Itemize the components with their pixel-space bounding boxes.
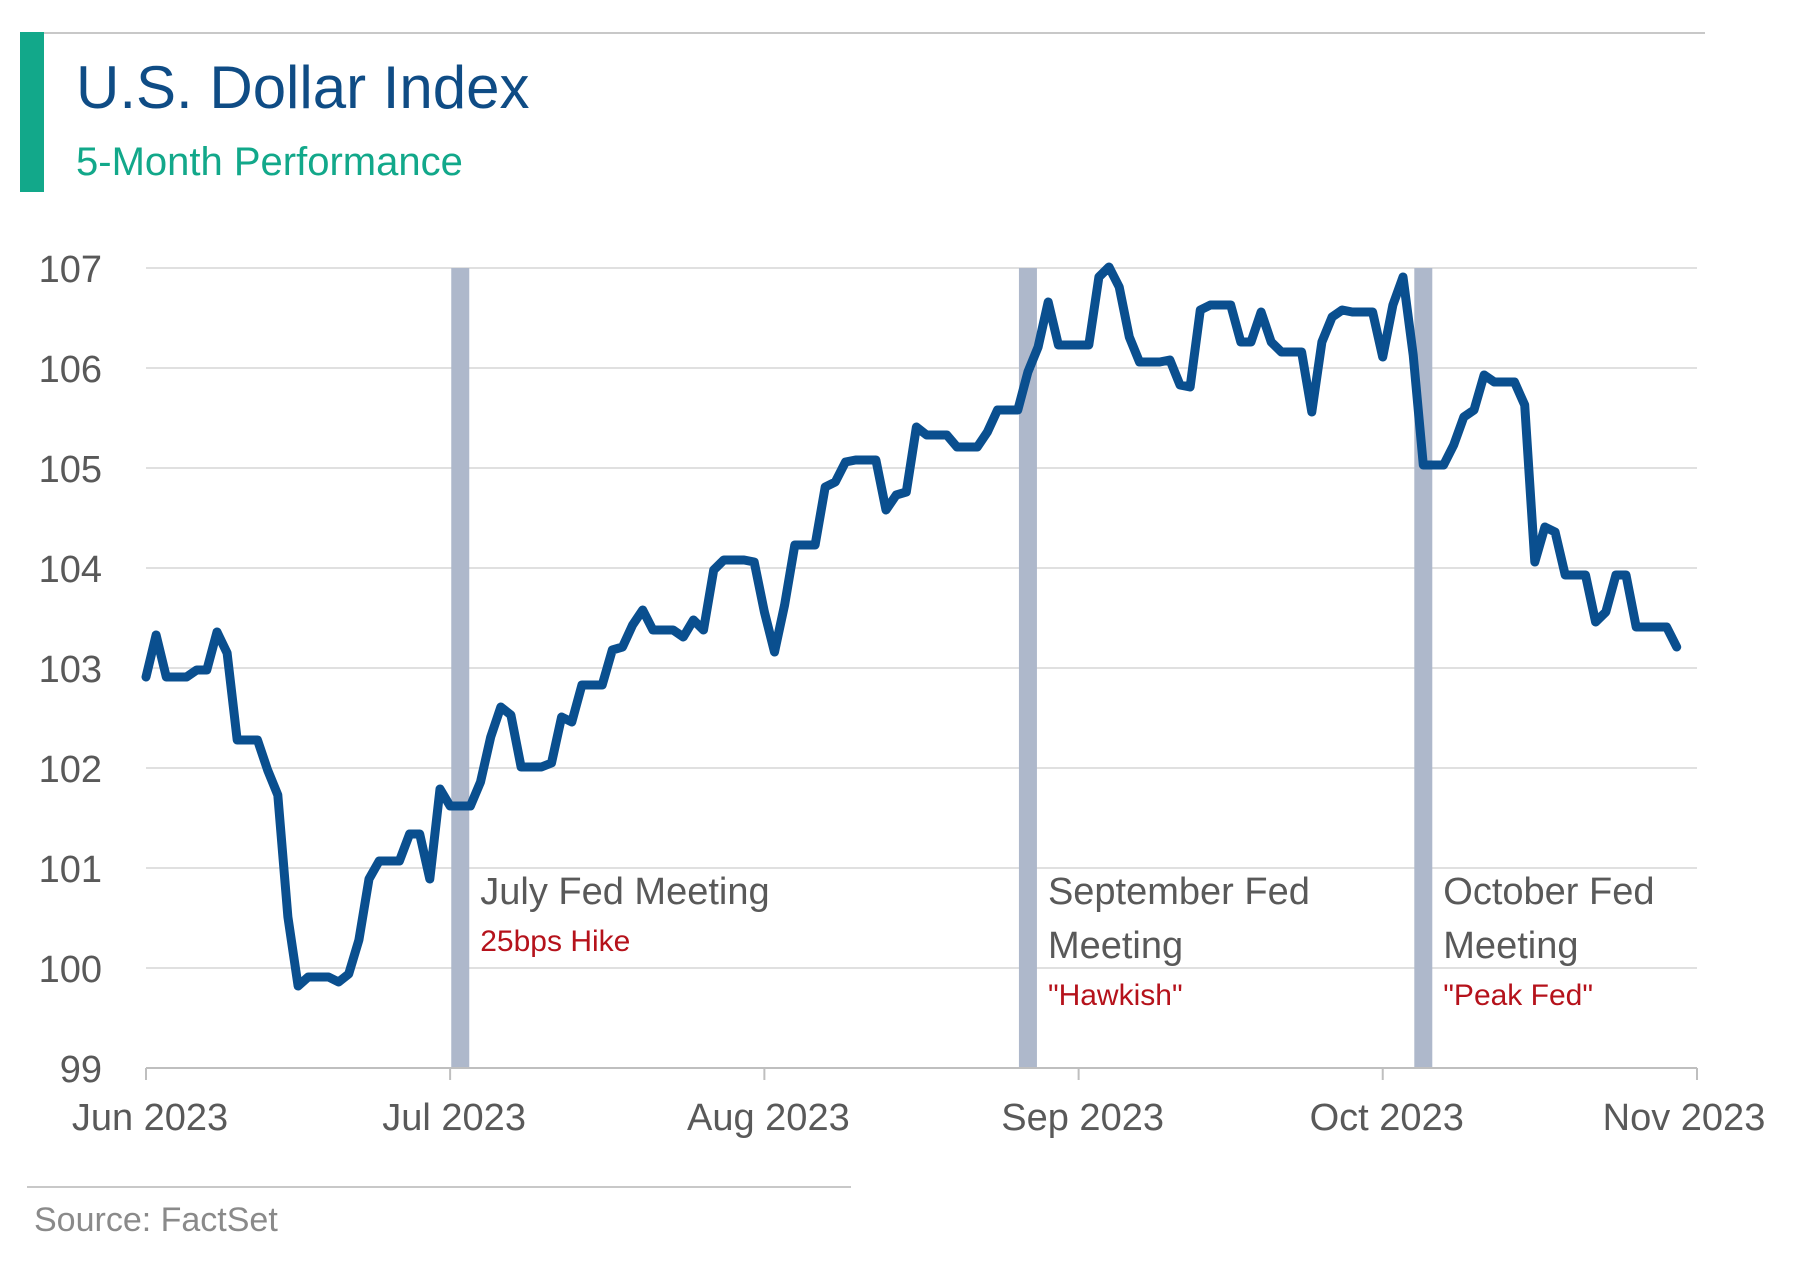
gridlines	[146, 267, 1697, 969]
x-tick-label: Oct 2023	[1310, 1097, 1464, 1139]
source-note: Source: FactSet	[34, 1201, 278, 1239]
title-accent-bar	[20, 32, 44, 192]
x-tick-label: Jul 2023	[382, 1097, 526, 1139]
y-tick-label: 99	[60, 1049, 102, 1091]
fed-meeting-note: "Peak Fed"	[1443, 979, 1593, 1012]
x-tick-label: Jun 2023	[72, 1097, 228, 1139]
y-tick-label: 107	[39, 249, 102, 291]
fed-meeting-note: 25bps Hike	[480, 925, 630, 958]
footer-divider	[27, 1186, 851, 1188]
fed-meeting-label: September Fed Meeting	[1048, 871, 1310, 967]
series-layer	[141, 262, 1682, 991]
fed-meeting-annotations: July Fed Meeting 25bps Hike September Fed M…	[480, 871, 1654, 1012]
y-tick-label: 100	[39, 949, 102, 991]
y-tick-label: 106	[39, 349, 102, 391]
fed-meeting-band	[1018, 268, 1037, 1068]
y-tick-label: 105	[39, 449, 102, 491]
fed-meeting-label: October Fed Meeting	[1443, 871, 1654, 967]
fed-meeting-note: "Hawkish"	[1048, 979, 1183, 1012]
y-tick-label: 104	[39, 549, 102, 591]
x-tick-label: Nov 2023	[1603, 1097, 1766, 1139]
y-tick-label: 101	[39, 849, 102, 891]
x-tick-label: Aug 2023	[687, 1097, 850, 1139]
fed-meeting-label: July Fed Meeting	[480, 871, 769, 913]
y-tick-label: 103	[39, 649, 102, 691]
axes: 99 100 101 102 103 104 105 106 107 Jun 2023 Jul 20…	[39, 249, 1766, 1139]
y-tick-label: 102	[39, 749, 102, 791]
x-tick-label: Sep 2023	[1001, 1097, 1164, 1139]
top-divider	[39, 32, 1705, 34]
chart-subtitle: 5-Month Performance	[76, 140, 463, 184]
chart-title: U.S. Dollar Index	[76, 54, 530, 121]
series-line	[141, 262, 1682, 991]
fed-meeting-band	[451, 268, 470, 1068]
